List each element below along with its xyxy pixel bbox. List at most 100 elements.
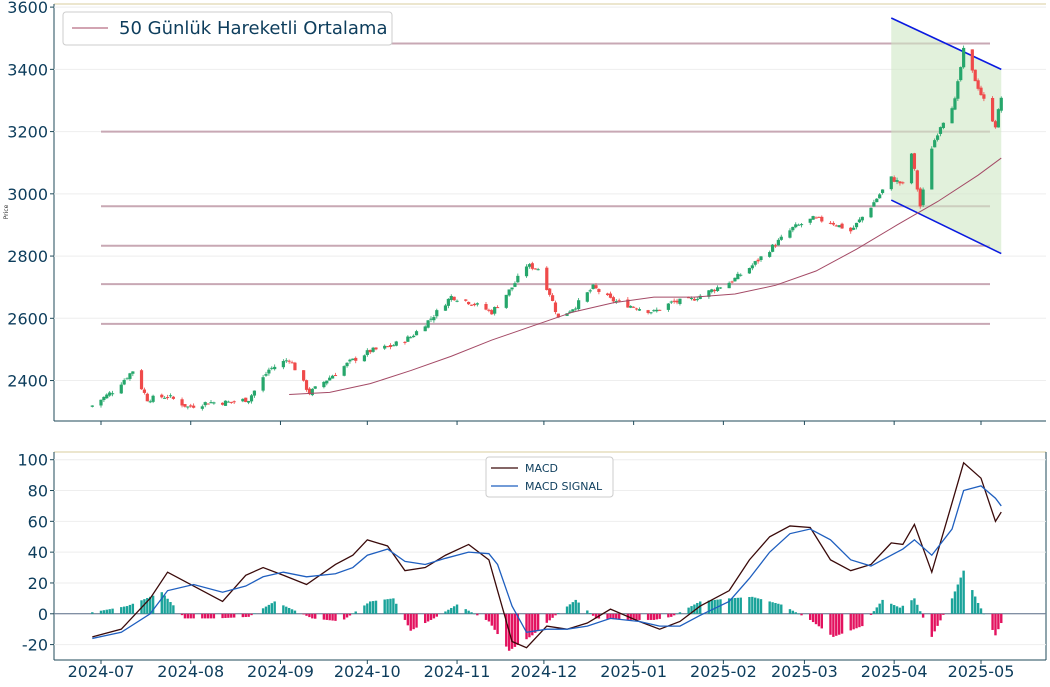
macd-histogram-bar xyxy=(971,590,974,614)
macd-histogram-bar xyxy=(120,607,123,614)
candle-body xyxy=(232,401,236,403)
candle-body xyxy=(342,366,346,376)
candle-body xyxy=(915,170,919,190)
candle-body xyxy=(739,274,743,276)
candle-body xyxy=(909,153,914,184)
macd-histogram-bar xyxy=(206,613,210,619)
candle-body xyxy=(669,301,673,303)
macd-histogram-bar xyxy=(415,613,418,628)
xtick-label: 2025-01 xyxy=(600,662,667,681)
candle-body xyxy=(409,337,413,339)
candle-body xyxy=(773,245,778,247)
price-ytick-label: 3200 xyxy=(7,123,48,142)
macd-legend: MACD MACD SIGNAL xyxy=(485,456,614,498)
candle-body xyxy=(577,300,581,310)
candle-body xyxy=(854,222,859,228)
candle-body xyxy=(203,402,207,406)
macd-histogram-bar xyxy=(959,577,962,614)
candle-body xyxy=(776,239,780,246)
macd-histogram-bar xyxy=(759,599,763,614)
macd-histogram-bar xyxy=(589,613,592,614)
candle-body xyxy=(403,341,407,343)
macd-histogram-bar xyxy=(505,613,508,647)
macd-histogram-bar xyxy=(878,603,881,614)
candle-body xyxy=(655,309,659,312)
price-legend: 50 Günlük Hareketli Ortalama xyxy=(62,11,393,46)
candle-body xyxy=(171,396,175,399)
macd-histogram-bar xyxy=(221,613,224,619)
macd-histogram-bar xyxy=(192,613,195,619)
candle-body xyxy=(901,182,905,184)
macd-histogram-bar xyxy=(450,608,453,614)
candle-body xyxy=(432,317,436,321)
candle-body xyxy=(168,395,173,397)
xtick-label: 2024-10 xyxy=(334,662,401,681)
candle-body xyxy=(605,293,610,296)
candle-body xyxy=(889,176,893,190)
macd-histogram-bar xyxy=(675,613,679,615)
candle-body xyxy=(611,297,615,302)
candle-body xyxy=(469,304,474,306)
macd-histogram-bar xyxy=(615,613,618,620)
candle-body xyxy=(956,81,960,99)
macd-histogram-bar xyxy=(287,607,291,614)
candle-body xyxy=(304,380,309,390)
candle-body xyxy=(302,370,306,381)
candle-body xyxy=(261,377,265,391)
macd-histogram-bar xyxy=(334,613,337,621)
macd-histogram-bar xyxy=(386,599,389,614)
macd-histogram-bar xyxy=(892,605,896,614)
macd-histogram-bar xyxy=(371,601,375,614)
candle-body xyxy=(273,366,277,370)
candle-body xyxy=(328,377,332,381)
macd-histogram-bar xyxy=(467,610,470,614)
candle-body xyxy=(183,404,187,407)
macd-histogram-bar xyxy=(930,613,933,637)
macd-histogram-bar xyxy=(976,602,980,614)
macd-histogram-bar xyxy=(881,599,884,614)
macd-histogram-bar xyxy=(919,611,922,614)
price-ytick-label: 2800 xyxy=(7,247,48,266)
macd-histogram-bar xyxy=(464,609,467,614)
macd-histogram-bar xyxy=(374,600,378,614)
macd-histogram-bar xyxy=(536,613,540,631)
candle-body xyxy=(837,225,841,228)
macd-histogram-bar xyxy=(490,613,493,626)
candle-body xyxy=(200,406,204,409)
candle-body xyxy=(933,140,937,148)
candle-body xyxy=(852,227,856,230)
macd-histogram-bar xyxy=(429,613,433,620)
macd-histogram-bar xyxy=(424,613,427,624)
candle-body xyxy=(385,346,390,348)
candle-body xyxy=(959,67,963,81)
macd-histogram-bar xyxy=(331,613,334,621)
candle-body xyxy=(122,379,126,385)
macd-legend-label: MACD xyxy=(525,462,558,475)
candle-body xyxy=(548,288,552,295)
candle-body xyxy=(145,393,149,402)
candle-body xyxy=(808,218,812,223)
candle-body xyxy=(504,294,508,308)
macd-histogram-bar xyxy=(733,597,737,614)
macd-histogram-bar xyxy=(444,611,447,614)
macd-histogram-bar xyxy=(345,613,349,618)
macd-histogram-bar xyxy=(325,613,328,620)
macd-histogram-bar xyxy=(409,613,412,631)
macd-histogram-bar xyxy=(942,613,945,615)
candle-body xyxy=(287,360,291,362)
macd-ytick-label: 20 xyxy=(28,574,48,593)
macd-histogram-bar xyxy=(667,613,670,618)
macd-histogram-bar xyxy=(351,613,355,614)
macd-histogram-bar xyxy=(835,613,838,636)
candle-body xyxy=(125,378,129,380)
candle-body xyxy=(105,394,109,399)
candle-body xyxy=(617,300,621,302)
macd-histogram-bar xyxy=(754,597,757,614)
candle-body xyxy=(736,273,740,280)
candle-body xyxy=(449,295,453,301)
candle-body xyxy=(220,402,225,405)
candle-body xyxy=(727,282,731,289)
candle-body xyxy=(513,283,517,287)
candle-body xyxy=(817,216,821,218)
macd-histogram-bar xyxy=(264,606,268,614)
